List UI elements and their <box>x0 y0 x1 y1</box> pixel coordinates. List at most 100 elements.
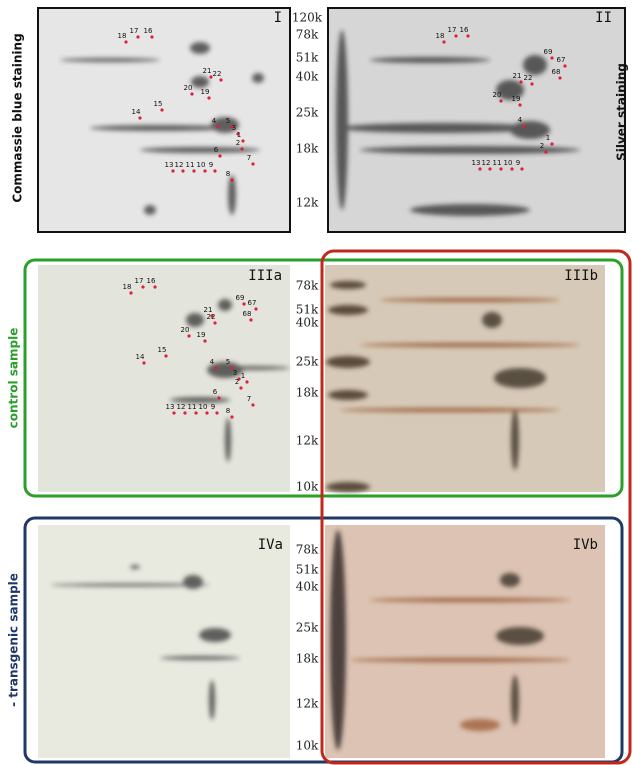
spot-label: 13 <box>166 403 175 411</box>
spot-label: 2 <box>236 139 240 147</box>
spot-marker <box>203 169 206 172</box>
spot-label: 10 <box>199 403 208 411</box>
spot-marker <box>558 76 561 79</box>
panel-label: IVa <box>258 537 283 553</box>
spot-marker <box>550 142 553 145</box>
spot-label: 67 <box>248 299 257 307</box>
side-label: Commassie blue staining <box>11 33 25 202</box>
spot-marker <box>183 411 186 414</box>
spot-marker <box>215 411 218 414</box>
mass-marker: 40k <box>296 580 319 594</box>
mass-marker: 12k <box>296 196 319 210</box>
spot-marker <box>136 35 139 38</box>
spot-label: 5 <box>226 358 230 366</box>
spot-label: 68 <box>552 68 561 76</box>
spot-marker <box>187 334 190 337</box>
spot-label: 3 <box>233 369 237 377</box>
spot-label: 19 <box>512 95 521 103</box>
spot-marker <box>124 40 127 43</box>
mass-marker: 25k <box>296 355 319 369</box>
spot-marker <box>518 103 521 106</box>
spot-marker <box>239 386 242 389</box>
spot-label: 1 <box>237 131 241 139</box>
spot-marker <box>499 99 502 102</box>
spot-label: 20 <box>184 84 193 92</box>
spot-marker <box>141 285 144 288</box>
spot-label: 17 <box>135 277 144 285</box>
spot-label: 7 <box>247 154 251 162</box>
spot-marker <box>194 411 197 414</box>
spot-label: 4 <box>212 117 217 125</box>
mass-marker: 78k <box>296 279 319 293</box>
mass-marker: 51k <box>296 303 319 317</box>
spot-marker <box>216 125 219 128</box>
spot-marker <box>442 40 445 43</box>
spot-marker <box>171 169 174 172</box>
spot-marker <box>499 167 502 170</box>
spot-label: 9 <box>209 161 213 169</box>
spot-label: 67 <box>557 56 566 64</box>
spot-marker <box>214 366 217 369</box>
spot-label: 4 <box>210 358 215 366</box>
spot-marker <box>241 139 244 142</box>
spot-label: 15 <box>158 346 167 354</box>
spot-label: 2 <box>235 378 239 386</box>
spot-marker <box>563 64 566 67</box>
spot-label: 15 <box>154 100 163 108</box>
spot-marker <box>164 354 167 357</box>
panel-label: II <box>595 10 612 26</box>
spot-label: 14 <box>132 108 141 116</box>
spot-label: 17 <box>130 27 139 35</box>
spot-marker <box>466 34 469 37</box>
mass-marker: 18k <box>296 386 319 400</box>
panel-label: I <box>274 10 282 26</box>
spot-label: 18 <box>436 32 445 40</box>
spot-marker <box>203 339 206 342</box>
mass-marker: 12k <box>296 434 319 448</box>
spot-marker <box>522 124 525 127</box>
spot-label: 8 <box>226 407 230 415</box>
mass-marker: 25k <box>296 621 319 635</box>
spot-label: 8 <box>226 170 230 178</box>
mass-marker: 51k <box>296 51 319 65</box>
spot-label: 22 <box>524 74 533 82</box>
spot-label: 16 <box>147 277 156 285</box>
spot-marker <box>219 78 222 81</box>
gel-iiib <box>325 265 605 492</box>
spot-marker <box>254 307 257 310</box>
spot-marker <box>207 96 210 99</box>
spot-marker <box>519 80 522 83</box>
spot-marker <box>488 167 491 170</box>
spot-label: 11 <box>493 159 502 167</box>
spot-marker <box>138 116 141 119</box>
panel-label: IIIb <box>564 268 598 284</box>
mass-marker: 40k <box>296 70 319 84</box>
spot-label: 10 <box>504 159 513 167</box>
spot-marker <box>240 147 243 150</box>
spot-label: 2 <box>540 142 544 150</box>
mass-marker: 18k <box>296 652 319 666</box>
spot-label: 5 <box>226 117 230 125</box>
panel-label: IVb <box>573 537 598 553</box>
spot-label: 19 <box>197 331 206 339</box>
spot-label: 7 <box>247 395 251 403</box>
spot-label: 20 <box>493 91 502 99</box>
spot-marker <box>160 108 163 111</box>
mass-marker: 10k <box>296 739 319 753</box>
spot-label: 9 <box>516 159 520 167</box>
spot-label: 18 <box>118 32 127 40</box>
spot-label: 16 <box>144 27 153 35</box>
spot-marker <box>242 302 245 305</box>
spot-marker <box>245 380 248 383</box>
spot-marker <box>249 318 252 321</box>
gel-i <box>38 8 290 232</box>
spot-marker <box>181 169 184 172</box>
spot-marker <box>544 150 547 153</box>
spot-marker <box>230 178 233 181</box>
spot-marker <box>142 361 145 364</box>
gel-ivb <box>325 525 605 758</box>
spot-marker <box>190 92 193 95</box>
mass-marker: 18k <box>296 142 319 156</box>
side-label: control sample <box>7 328 21 429</box>
spot-label: 69 <box>236 294 245 302</box>
